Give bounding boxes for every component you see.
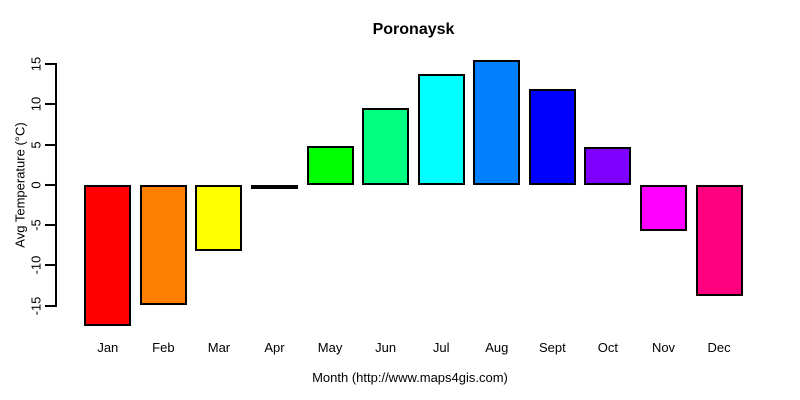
y-axis-tick-label: -15 xyxy=(28,296,44,315)
x-axis-tick-label: Sept xyxy=(538,340,566,355)
bar-jul xyxy=(417,73,465,185)
y-axis-tick xyxy=(45,224,55,226)
chart-title: Poronaysk xyxy=(372,21,455,38)
x-axis-tick-label: Jun xyxy=(375,340,397,355)
bar-may xyxy=(306,146,354,185)
x-axis-tick-label: Aug xyxy=(485,340,509,355)
bar-oct xyxy=(584,146,632,185)
bar-aug xyxy=(473,59,521,185)
x-axis-tick-label: May xyxy=(317,340,343,355)
y-axis-tick-label: 5 xyxy=(28,140,44,149)
x-axis-tick-label: Nov xyxy=(651,340,676,355)
x-axis-tick-label: Jul xyxy=(432,340,450,355)
x-axis-tick-label: Feb xyxy=(152,340,175,355)
y-axis-tick-label: 10 xyxy=(28,97,44,112)
x-axis-tick-label: Apr xyxy=(264,340,285,355)
x-axis-title: Month (http://www.maps4gis.com) xyxy=(312,370,508,385)
y-axis-line xyxy=(55,63,57,307)
bar-apr xyxy=(251,184,298,189)
x-axis-tick-label: Jan xyxy=(97,340,119,355)
x-axis-tick-label: Dec xyxy=(707,340,731,355)
x-axis-tick-label: Oct xyxy=(597,340,619,355)
y-axis-tick-label: -10 xyxy=(28,255,44,275)
y-axis-tick xyxy=(45,143,55,146)
bar-mar xyxy=(195,184,243,251)
x-axis-tick-label: Mar xyxy=(207,340,231,355)
y-axis-tick xyxy=(45,63,55,65)
y-axis-tick-label: 15 xyxy=(28,56,44,72)
bar-sept xyxy=(528,88,576,185)
bar-jun xyxy=(362,108,410,185)
y-axis-tick xyxy=(45,103,55,106)
y-axis-tick-label: -5 xyxy=(28,219,44,231)
bar-nov xyxy=(640,184,687,231)
bar-feb xyxy=(139,184,187,305)
y-axis-tick xyxy=(45,264,55,267)
y-axis-tick-label: 0 xyxy=(28,181,44,189)
bar-dec xyxy=(695,184,743,296)
y-axis-tick xyxy=(45,183,55,186)
bar-jan xyxy=(84,184,132,326)
y-axis-tick xyxy=(45,304,55,307)
